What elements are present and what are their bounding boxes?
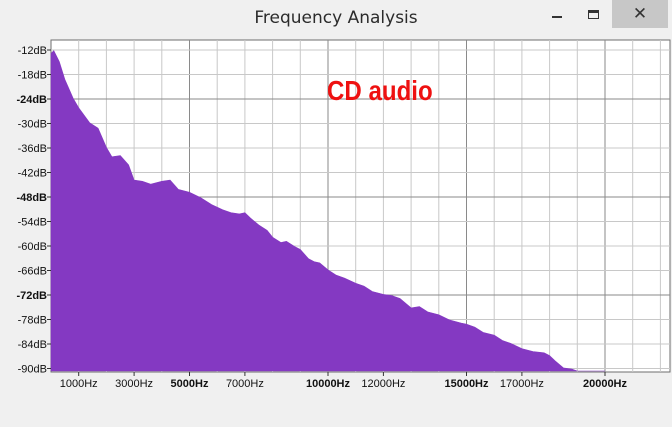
y-tick-label: -90dB — [18, 364, 47, 376]
minimize-icon — [552, 16, 562, 18]
y-tick-label: -60dB — [18, 241, 47, 253]
x-tick-label: 3000Hz — [115, 378, 153, 390]
y-axis: -12dB -18dB -24dB -30dB -36dB -42dB -48dB -54dB… — [16, 45, 51, 376]
x-tick-label: 7000Hz — [226, 378, 264, 390]
spectrum-chart: -12dB -18dB -24dB -30dB -36dB -42dB -48dB -54dB… — [0, 36, 672, 422]
y-tick-label: -66dB — [18, 266, 47, 278]
spectrum-plot-area[interactable]: -12dB -18dB -24dB -30dB -36dB -42dB -48dB -54dB… — [0, 36, 672, 422]
x-tick-label: 5000Hz — [171, 378, 209, 390]
minimize-button[interactable] — [540, 0, 574, 28]
x-tick-label: 12000Hz — [361, 378, 405, 390]
y-tick-label: -12dB — [18, 45, 47, 57]
y-tick-label: -18dB — [18, 70, 47, 82]
window-title: Frequency Analysis — [254, 8, 418, 28]
maximize-icon — [587, 9, 599, 19]
close-icon: ✕ — [632, 4, 648, 24]
y-tick-label: -78dB — [18, 315, 47, 327]
y-tick-label: -24dB — [16, 94, 47, 106]
y-tick-label: -72dB — [16, 290, 47, 302]
x-tick-label: 15000Hz — [444, 378, 489, 390]
maximize-button[interactable] — [576, 0, 610, 28]
close-button[interactable]: ✕ — [612, 0, 668, 28]
y-tick-label: -48dB — [16, 192, 47, 204]
x-tick-label: 10000Hz — [306, 378, 351, 390]
y-tick-label: -54dB — [18, 217, 47, 229]
y-tick-label: -36dB — [18, 143, 47, 155]
spectrum-area — [50, 50, 605, 372]
x-tick-label: 1000Hz — [60, 378, 98, 390]
y-tick-label: -84dB — [18, 339, 47, 351]
chart-annotation: CD audio — [327, 75, 433, 106]
y-tick-label: -30dB — [18, 119, 47, 131]
x-axis: 1000Hz 3000Hz 5000Hz 7000Hz 10000Hz 12000Hz 15… — [60, 372, 628, 390]
y-tick-label: -42dB — [18, 168, 47, 180]
x-tick-label: 20000Hz — [583, 378, 628, 390]
title-bar[interactable]: Frequency Analysis ✕ — [0, 0, 672, 36]
x-tick-label: 17000Hz — [500, 378, 544, 390]
